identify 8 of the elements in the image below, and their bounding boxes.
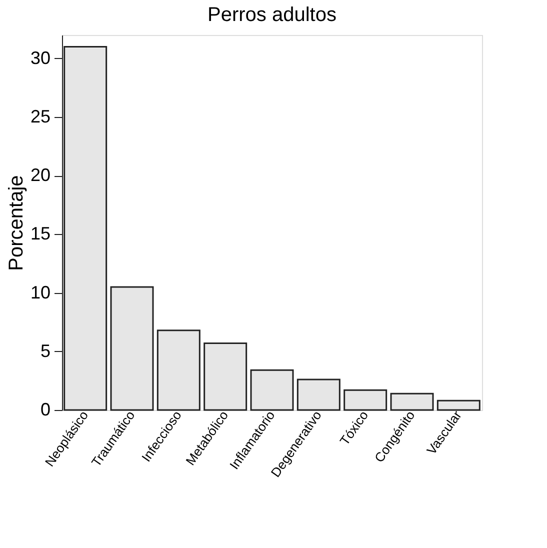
y-tick-label: 25 [30,106,50,127]
y-tick-label: 10 [30,282,50,302]
y-axis-title: Porcentaje [5,175,28,271]
y-tick-label: 20 [30,165,50,186]
chart-title: Perros adultos [208,4,336,26]
y-tick-label: 5 [40,340,50,361]
y-tick-label: 15 [30,224,50,244]
y-tick-label: 30 [30,48,50,68]
